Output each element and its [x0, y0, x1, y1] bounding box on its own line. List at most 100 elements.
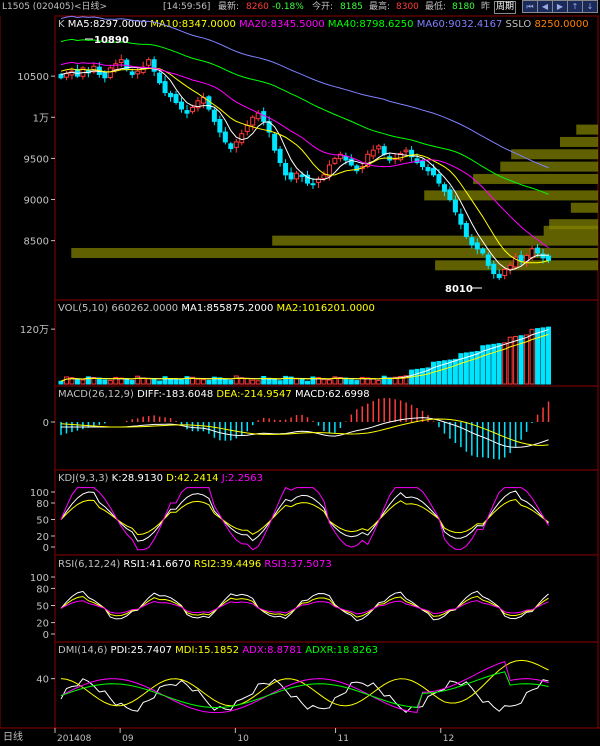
- candle-body: [294, 172, 300, 180]
- y-tick-label: 0: [43, 418, 49, 429]
- candle-body: [425, 167, 431, 172]
- open-value: 8185: [340, 2, 363, 12]
- volume-bar: [524, 334, 530, 385]
- candle-body: [326, 164, 332, 177]
- volume-bar: [222, 379, 228, 385]
- volume-bar: [420, 368, 426, 385]
- volume-bar: [80, 379, 86, 385]
- volume-profile-bar: [570, 202, 598, 213]
- volume-bar: [129, 379, 135, 385]
- candle-body: [272, 133, 278, 151]
- volume-bar: [398, 376, 404, 385]
- candle-body: [496, 273, 502, 279]
- prev-label: 昨: [481, 2, 491, 12]
- candle-body: [228, 143, 234, 150]
- kdj-d-line: [60, 498, 549, 536]
- volume-bar: [146, 378, 152, 385]
- dmi-lines: [60, 659, 549, 714]
- candle-body: [239, 133, 245, 144]
- zoom-out-icon[interactable]: ↓: [582, 0, 598, 13]
- y-tick-label: 8500: [24, 237, 49, 248]
- candle-body: [452, 199, 458, 213]
- volume-bar: [403, 375, 409, 385]
- volume-profile-bar: [559, 136, 598, 147]
- candle-body: [222, 131, 228, 143]
- change-pct: -0.18%: [272, 2, 304, 12]
- candle-body: [403, 149, 409, 153]
- y-tick-label: 0: [43, 543, 49, 554]
- x-axis-corner-label: 日线: [3, 730, 23, 743]
- candle-body: [63, 73, 69, 78]
- legend-item: MA10:8347.0000: [147, 19, 236, 30]
- volume-bar: [113, 376, 119, 385]
- candle-body: [305, 174, 310, 184]
- candle-body: [146, 59, 152, 66]
- legend-item: ADXR:18.8263: [302, 645, 378, 656]
- legend-item: MA5:8297.0000: [65, 19, 147, 30]
- kdj-k-line: [60, 490, 549, 542]
- volume-bar: [200, 379, 206, 385]
- volume-bar: [135, 375, 141, 385]
- kdj-legend: KDJ(9,3,3) K:28.9130 D:42.2414 J:2.2563: [58, 473, 263, 484]
- y-tick-label: 80: [36, 499, 49, 510]
- volume-profile-bar: [272, 235, 598, 246]
- y-tick-label: 9000: [24, 196, 49, 207]
- macd-y-axis: 0: [43, 418, 55, 429]
- volume-bar: [244, 377, 250, 385]
- volume-profile-bar: [576, 124, 598, 135]
- candle-body: [436, 174, 442, 184]
- volume-bar: [321, 378, 327, 385]
- volume-bar: [250, 379, 256, 385]
- volume-profile-bar: [511, 149, 598, 160]
- candle-body: [283, 163, 289, 176]
- dmi-adxr-line: [60, 671, 549, 709]
- volume-bar: [288, 376, 294, 385]
- volume-bar: [485, 344, 491, 385]
- legend-item: RSI1:41.6670: [120, 559, 191, 570]
- candle-body: [507, 264, 513, 270]
- candle-body: [409, 149, 415, 158]
- legend-item: DMI(14,6): [58, 645, 107, 656]
- candle-body: [250, 116, 256, 126]
- quote-header-bar: L1505 (020405) <日线> [14:59:56] 最新: 8260 …: [0, 0, 600, 14]
- volume-bar: [337, 377, 343, 385]
- legend-item: 8250.0000: [531, 19, 588, 30]
- volume-bar: [535, 328, 541, 385]
- candle-body: [491, 263, 497, 275]
- candle-body: [107, 67, 113, 79]
- volume-bar: [546, 326, 552, 385]
- candle-body: [535, 247, 541, 254]
- y-tick-label: 20: [36, 532, 49, 543]
- zoom-in-icon[interactable]: ↑: [567, 0, 583, 13]
- volume-bar: [518, 335, 524, 385]
- volume-bar: [315, 377, 321, 385]
- moving-average-lines: [60, 15, 549, 271]
- volume-bar: [381, 375, 387, 385]
- ma20-line: [60, 61, 549, 249]
- rsi2-line: [60, 595, 549, 618]
- volume-bar: [502, 342, 508, 385]
- candle-body: [184, 110, 190, 114]
- volume-ma-lines: [60, 329, 549, 382]
- volume-bar: [326, 379, 332, 385]
- volume-bar: [354, 380, 360, 385]
- volume-bar: [425, 367, 431, 385]
- kdj-lines: [60, 486, 549, 551]
- volume-bar: [124, 378, 130, 385]
- macd-lines: [60, 417, 549, 448]
- x-tick-label: 12: [443, 734, 454, 744]
- candle-body: [244, 124, 250, 132]
- volume-bar: [392, 376, 398, 385]
- legend-item: SSLO: [502, 19, 531, 30]
- candle-body: [430, 168, 436, 176]
- high-label: 最高:: [369, 2, 391, 12]
- rsi-lines: [60, 590, 549, 622]
- period-button[interactable]: 周期: [494, 1, 517, 14]
- volume-bar: [96, 377, 102, 385]
- y-tick-label: 120万: [20, 325, 49, 336]
- volume-bar: [211, 376, 217, 385]
- ma60-line: [60, 15, 549, 169]
- volume-bar: [496, 343, 502, 385]
